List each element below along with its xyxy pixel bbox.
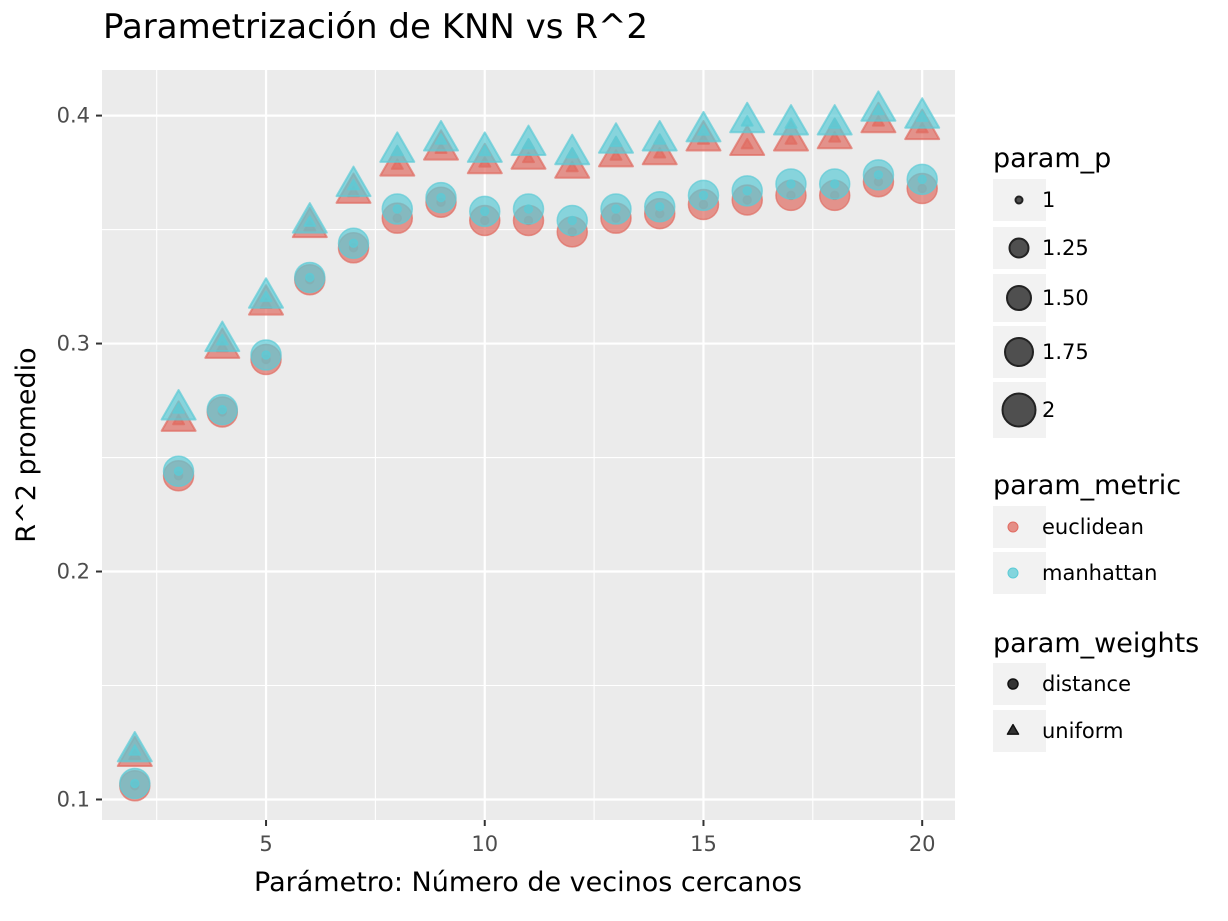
legend-size-marker bbox=[1014, 195, 1024, 205]
manhattan-uniform-point-small bbox=[565, 147, 579, 159]
manhattan-distance-point-small bbox=[130, 778, 140, 789]
manhattan-uniform-point-small bbox=[347, 178, 360, 191]
legend-key bbox=[993, 552, 1046, 594]
manhattan-distance-point-small bbox=[305, 272, 315, 283]
manhattan-distance-point-small bbox=[261, 350, 271, 360]
y-tick-label: 0.4 bbox=[57, 104, 90, 128]
manhattan-distance-point-small bbox=[873, 170, 884, 180]
manhattan-uniform-point-small bbox=[478, 144, 492, 157]
manhattan-uniform-point-small bbox=[390, 144, 404, 157]
major-gridlines bbox=[102, 70, 955, 820]
legend-label: distance bbox=[1042, 672, 1131, 696]
y-tick-label: 0.1 bbox=[57, 787, 90, 811]
x-tick-label: 10 bbox=[471, 832, 498, 856]
legend-label: 1.25 bbox=[1042, 236, 1089, 260]
manhattan-distance-point-small bbox=[173, 466, 184, 476]
manhattan-uniform-point-small bbox=[259, 290, 273, 303]
manhattan-uniform-point-small bbox=[697, 124, 710, 136]
manhattan-distance-point-small bbox=[698, 190, 709, 201]
legend-key bbox=[993, 710, 1046, 752]
euclidean-uniform-point-small bbox=[390, 158, 404, 170]
manhattan-uniform-point-small bbox=[653, 133, 667, 145]
manhattan-distance-point-small bbox=[786, 179, 796, 189]
manhattan-distance-point-small bbox=[567, 215, 577, 226]
euclidean-uniform-point-small bbox=[609, 149, 623, 161]
manhattan-distance-point-small bbox=[436, 192, 446, 203]
euclidean-uniform-point-small bbox=[828, 131, 842, 143]
manhattan-uniform-point-small bbox=[434, 133, 448, 145]
x-tick-label: 20 bbox=[909, 832, 936, 856]
manhattan-distance-point-small bbox=[348, 238, 359, 249]
data-points bbox=[116, 90, 941, 802]
manhattan-distance-point-small bbox=[829, 179, 840, 189]
x-tick-label: 15 bbox=[690, 832, 717, 856]
x-axis-title: Parámetro: Número de vecinos cercanos bbox=[254, 867, 802, 898]
legend-shape-marker bbox=[1006, 723, 1020, 735]
legend-size-marker bbox=[1006, 285, 1032, 311]
manhattan-uniform-point-small bbox=[784, 117, 798, 129]
legend-key bbox=[993, 506, 1046, 548]
legend-title: param_weights bbox=[993, 628, 1199, 659]
legend-title: param_metric bbox=[993, 470, 1181, 501]
euclidean-uniform-point-small bbox=[740, 137, 754, 150]
legend-label: 1.50 bbox=[1042, 286, 1089, 310]
manhattan-uniform-point-small bbox=[740, 115, 754, 127]
legend-label: 2 bbox=[1042, 398, 1055, 422]
legend-label: 1.75 bbox=[1042, 340, 1089, 364]
manhattan-distance-point-small bbox=[654, 202, 665, 212]
manhattan-uniform-point-small bbox=[128, 744, 142, 756]
manhattan-uniform-point-small bbox=[303, 215, 317, 227]
legend-label: uniform bbox=[1042, 719, 1123, 743]
y-axis-title: R^2 promedio bbox=[11, 347, 42, 542]
legend-size-marker bbox=[1008, 237, 1030, 259]
manhattan-uniform-point-small bbox=[871, 103, 885, 116]
legend-label: manhattan bbox=[1042, 561, 1157, 585]
minor-gridlines bbox=[102, 70, 955, 820]
chart-title: Parametrización de KNN vs R^2 bbox=[103, 7, 648, 47]
y-tick-label: 0.2 bbox=[57, 560, 90, 584]
legend-size-marker bbox=[1001, 392, 1037, 428]
manhattan-distance-point-small bbox=[523, 204, 534, 214]
manhattan-uniform-point-small bbox=[828, 117, 842, 129]
y-axis: 0.1 0.2 0.3 0.4 bbox=[57, 104, 102, 811]
x-axis: 5 10 15 20 bbox=[259, 820, 936, 856]
legend: param_p 1 1.25 1.50 1.75 2 param_metriceuclide… bbox=[993, 143, 1199, 752]
legend-key bbox=[993, 663, 1046, 705]
legend-color-marker bbox=[1007, 567, 1019, 579]
legend-color-marker bbox=[1007, 521, 1019, 533]
manhattan-uniform-point-small bbox=[609, 135, 623, 148]
manhattan-distance-point-small bbox=[392, 204, 403, 214]
manhattan-uniform-point-small bbox=[522, 137, 535, 150]
legend-shape-marker bbox=[1007, 678, 1019, 690]
legend-label: 1 bbox=[1042, 188, 1055, 212]
euclidean-uniform-point-small bbox=[653, 147, 667, 159]
manhattan-distance-point-small bbox=[742, 186, 752, 196]
euclidean-uniform-point-small bbox=[522, 151, 535, 164]
legend-label: euclidean bbox=[1042, 515, 1144, 539]
x-tick-label: 5 bbox=[259, 832, 272, 856]
euclidean-uniform-point-small bbox=[565, 160, 579, 173]
legend-size-marker bbox=[1004, 337, 1034, 367]
manhattan-uniform-point-small bbox=[172, 402, 186, 414]
manhattan-distance-point-small bbox=[611, 204, 621, 214]
manhattan-uniform-point-small bbox=[915, 110, 929, 122]
legend-title: param_p bbox=[993, 143, 1111, 174]
euclidean-uniform-point-small bbox=[784, 133, 798, 145]
manhattan-distance-point-small bbox=[480, 206, 490, 217]
manhattan-uniform-point-small bbox=[215, 333, 229, 346]
manhattan-distance-point-small bbox=[917, 174, 927, 185]
y-tick-label: 0.3 bbox=[57, 332, 90, 356]
manhattan-distance-point-small bbox=[217, 404, 228, 415]
